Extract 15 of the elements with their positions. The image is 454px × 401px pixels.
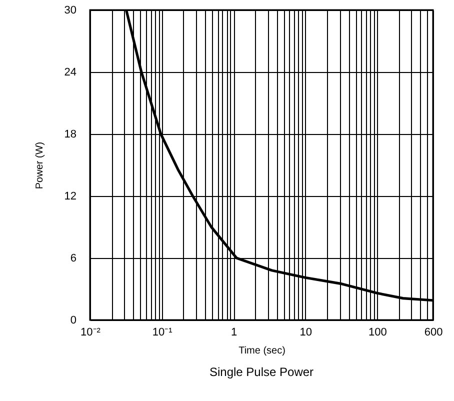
y-tick-label: 6: [70, 252, 76, 264]
y-tick-label: 0: [70, 314, 76, 326]
x-tick-label: 100: [368, 326, 387, 338]
text: Single Pulse Power: [209, 365, 314, 379]
y-tick-label: 18: [64, 128, 76, 140]
y-tick-label: 12: [64, 190, 76, 202]
x-tick-label: 10⁻¹: [152, 326, 173, 338]
y-tick-label: 24: [64, 66, 76, 78]
x-tick-label: 1: [231, 326, 238, 338]
y-axis-title: Power (W): [34, 142, 46, 190]
y-tick-label: 30: [64, 4, 76, 16]
x-tick-label: 10⁻²: [80, 326, 101, 338]
x-axis-title: Time (sec): [238, 346, 286, 356]
x-tick-label: 600: [424, 326, 443, 338]
x-tick-label: 10: [300, 326, 312, 338]
